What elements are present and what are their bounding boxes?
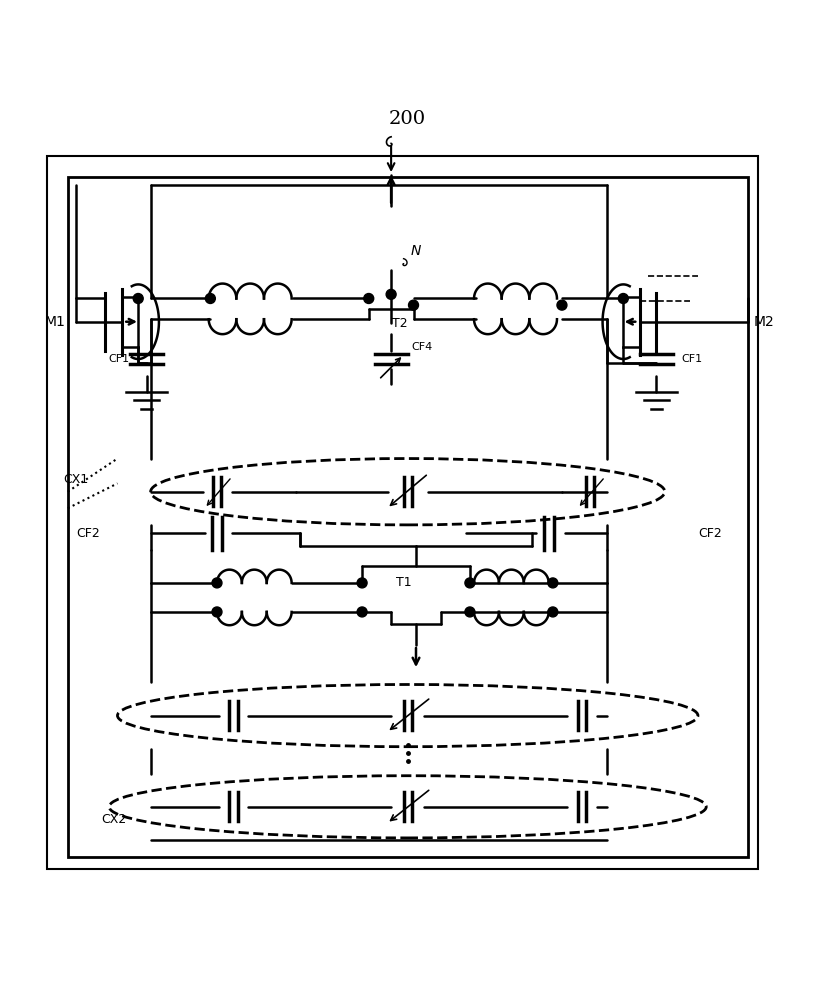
- Circle shape: [547, 578, 557, 588]
- Text: CF2: CF2: [698, 527, 721, 540]
- Circle shape: [212, 578, 222, 588]
- Text: T1: T1: [396, 576, 411, 589]
- Circle shape: [212, 607, 222, 617]
- Circle shape: [465, 578, 475, 588]
- Text: M2: M2: [754, 315, 775, 329]
- Circle shape: [386, 289, 396, 299]
- Text: 200: 200: [389, 110, 426, 128]
- Text: CF4: CF4: [412, 342, 433, 352]
- Circle shape: [465, 607, 475, 617]
- Text: M1: M1: [45, 315, 66, 329]
- Circle shape: [409, 300, 418, 310]
- Text: N: N: [411, 244, 421, 258]
- Circle shape: [547, 607, 557, 617]
- Bar: [67, 177, 748, 857]
- Circle shape: [357, 578, 367, 588]
- Circle shape: [357, 607, 367, 617]
- Text: CX2: CX2: [101, 813, 126, 826]
- Text: T2: T2: [392, 317, 407, 330]
- Text: CX1: CX1: [63, 473, 89, 486]
- Bar: [47, 156, 759, 869]
- Circle shape: [206, 294, 215, 303]
- Text: CF1: CF1: [681, 354, 702, 364]
- Text: CF2: CF2: [76, 527, 100, 540]
- Circle shape: [133, 294, 143, 303]
- Circle shape: [557, 300, 567, 310]
- Text: CF1: CF1: [109, 354, 130, 364]
- Circle shape: [364, 294, 374, 303]
- Circle shape: [618, 294, 628, 303]
